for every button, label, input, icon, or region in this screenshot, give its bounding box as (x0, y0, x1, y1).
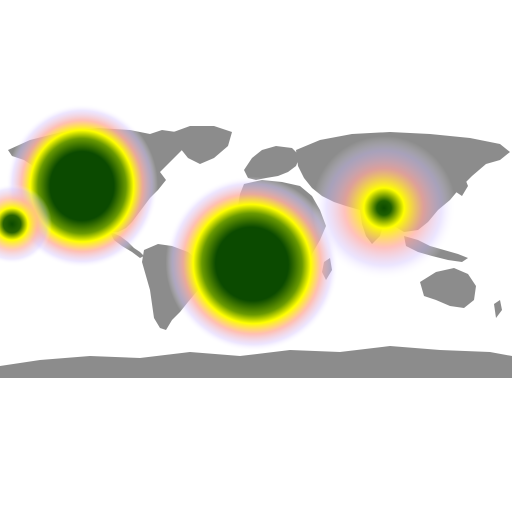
greenland-land (168, 126, 232, 164)
europe-land (244, 146, 300, 180)
japan-land (456, 176, 468, 196)
antarctica-land (0, 346, 512, 378)
heat-layer (0, 104, 456, 352)
new-zealand-land (494, 300, 502, 318)
heat-spot-hawaii (0, 184, 52, 264)
australia-land (420, 268, 476, 308)
heat-spot-south-asia (312, 136, 456, 280)
heat-spot-south-atlantic (165, 176, 339, 352)
